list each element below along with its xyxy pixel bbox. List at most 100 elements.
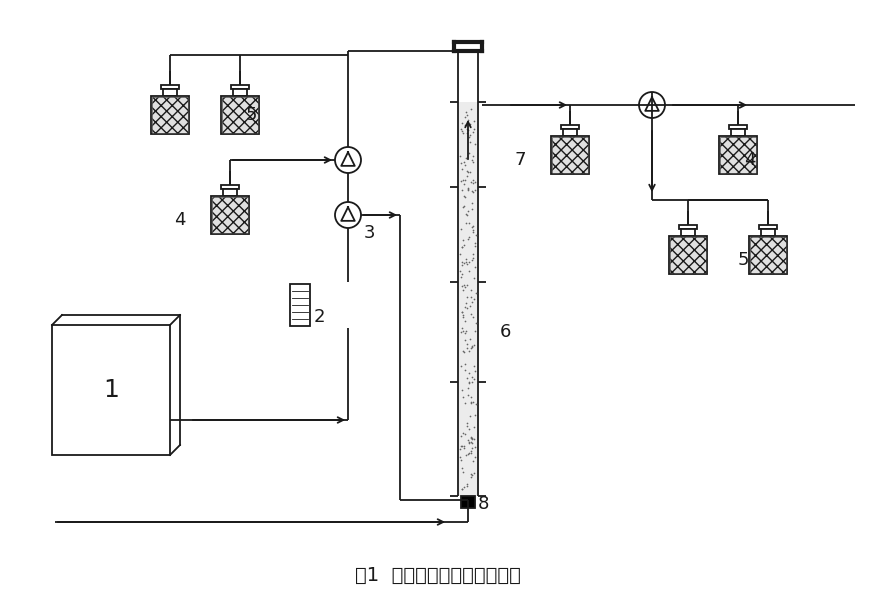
Point — [463, 446, 477, 456]
Bar — [163, 89, 177, 97]
Bar — [212, 198, 248, 233]
Point — [460, 165, 474, 175]
Point — [469, 319, 483, 328]
Point — [469, 238, 483, 248]
Bar — [729, 125, 747, 129]
Point — [469, 230, 483, 240]
Point — [463, 438, 477, 447]
Point — [455, 185, 469, 195]
Point — [465, 371, 479, 381]
Bar — [222, 97, 258, 133]
Point — [469, 289, 483, 299]
Point — [467, 117, 481, 126]
Point — [458, 359, 472, 368]
Point — [458, 398, 472, 408]
Point — [467, 361, 481, 371]
Point — [460, 373, 474, 383]
Point — [461, 435, 475, 445]
Point — [467, 124, 481, 134]
Point — [468, 185, 482, 195]
Point — [459, 254, 473, 264]
Point — [456, 176, 470, 185]
Point — [457, 365, 471, 375]
Bar — [459, 102, 477, 496]
Point — [461, 115, 475, 125]
Point — [457, 280, 471, 290]
Point — [457, 157, 471, 167]
Point — [456, 282, 470, 291]
Point — [455, 124, 469, 134]
Point — [464, 398, 478, 408]
Point — [455, 176, 469, 186]
Point — [464, 222, 478, 232]
Text: 1: 1 — [103, 378, 119, 402]
Point — [466, 249, 480, 258]
Point — [465, 443, 479, 453]
Bar — [223, 189, 237, 196]
Point — [455, 326, 469, 336]
Point — [468, 241, 482, 250]
Point — [456, 202, 470, 212]
Bar — [669, 237, 707, 274]
Point — [464, 433, 478, 443]
Point — [469, 139, 483, 148]
Point — [465, 186, 479, 196]
Point — [460, 124, 474, 134]
Point — [456, 392, 470, 402]
Point — [460, 110, 474, 120]
Bar — [679, 225, 697, 229]
Point — [462, 185, 476, 195]
Point — [462, 233, 476, 243]
Bar — [670, 238, 706, 273]
Bar — [552, 137, 588, 173]
Bar — [681, 229, 696, 237]
Point — [463, 411, 477, 421]
Point — [466, 253, 480, 263]
Point — [463, 167, 477, 177]
Point — [463, 218, 477, 228]
Bar — [230, 85, 249, 89]
Point — [455, 260, 469, 269]
Point — [456, 443, 470, 453]
Point — [456, 285, 470, 295]
Bar — [719, 136, 757, 174]
Point — [463, 258, 477, 268]
Point — [460, 259, 474, 269]
Point — [455, 484, 469, 494]
Point — [464, 469, 478, 478]
Point — [458, 282, 472, 292]
Bar — [152, 97, 188, 133]
Circle shape — [335, 202, 361, 228]
Point — [455, 307, 469, 317]
Point — [466, 128, 480, 137]
Bar — [290, 284, 310, 326]
Point — [460, 418, 474, 428]
Point — [464, 297, 478, 307]
Point — [463, 119, 477, 129]
Point — [456, 346, 470, 356]
Bar — [221, 185, 239, 189]
Point — [461, 235, 475, 244]
Bar — [233, 89, 247, 97]
Bar — [561, 125, 579, 129]
Point — [454, 441, 468, 451]
Point — [468, 263, 482, 272]
Point — [456, 485, 470, 494]
Point — [453, 151, 467, 161]
Point — [465, 438, 479, 447]
Text: 7: 7 — [514, 151, 526, 169]
Point — [466, 187, 480, 197]
Point — [466, 221, 480, 231]
Point — [454, 266, 468, 276]
Point — [466, 178, 480, 188]
Point — [459, 299, 473, 308]
Point — [464, 343, 478, 353]
Point — [459, 209, 473, 219]
Text: 5: 5 — [738, 251, 750, 269]
Point — [462, 378, 476, 388]
Point — [456, 128, 470, 138]
Bar — [731, 129, 745, 136]
Point — [467, 340, 481, 350]
Circle shape — [335, 147, 361, 173]
Point — [457, 191, 471, 201]
